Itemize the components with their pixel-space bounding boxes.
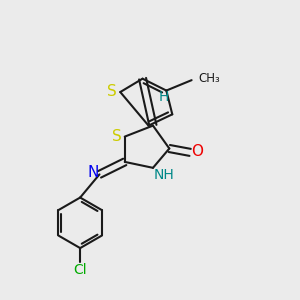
Text: N: N — [87, 165, 99, 180]
Text: S: S — [112, 128, 121, 143]
Text: H: H — [159, 90, 169, 104]
Text: NH: NH — [154, 168, 175, 182]
Text: S: S — [107, 84, 117, 99]
Text: O: O — [191, 144, 203, 159]
Text: Cl: Cl — [73, 263, 87, 277]
Text: CH₃: CH₃ — [198, 72, 220, 85]
